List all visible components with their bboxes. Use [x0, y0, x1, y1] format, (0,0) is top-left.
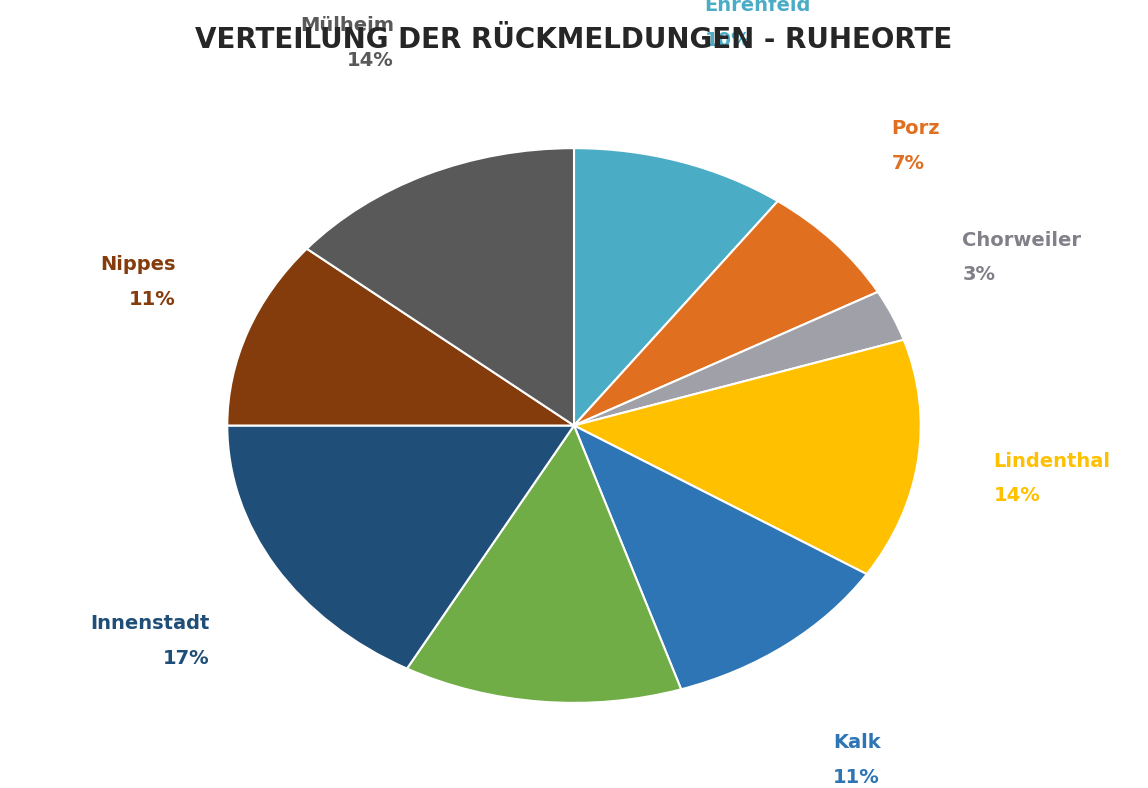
Text: 11%: 11% [130, 290, 176, 309]
Wedge shape [574, 201, 878, 426]
Text: Porz: Porz [891, 119, 940, 138]
Wedge shape [574, 340, 921, 574]
Wedge shape [574, 148, 778, 426]
Text: Innenstadt: Innenstadt [91, 614, 210, 633]
Wedge shape [227, 426, 574, 668]
Text: 7%: 7% [891, 154, 924, 173]
Text: 14%: 14% [994, 486, 1040, 505]
Wedge shape [574, 292, 903, 426]
Title: VERTEILUNG DER RÜCKMELDUNGEN - RUHEORTE: VERTEILUNG DER RÜCKMELDUNGEN - RUHEORTE [195, 26, 953, 54]
Text: Chorweiler: Chorweiler [962, 231, 1081, 250]
Text: 14%: 14% [347, 50, 394, 69]
Text: Kalk: Kalk [833, 733, 881, 752]
Text: Nippes: Nippes [101, 255, 176, 274]
Text: 17%: 17% [163, 649, 210, 667]
Text: 3%: 3% [962, 266, 995, 284]
Wedge shape [307, 148, 574, 426]
Text: Ehrenfeld: Ehrenfeld [705, 0, 812, 16]
Wedge shape [408, 426, 681, 703]
Text: 10%: 10% [705, 31, 751, 50]
Text: 11%: 11% [833, 768, 881, 786]
Text: Mülheim: Mülheim [300, 16, 394, 35]
Wedge shape [227, 249, 574, 426]
Wedge shape [574, 426, 867, 690]
Text: Lindenthal: Lindenthal [994, 452, 1110, 470]
